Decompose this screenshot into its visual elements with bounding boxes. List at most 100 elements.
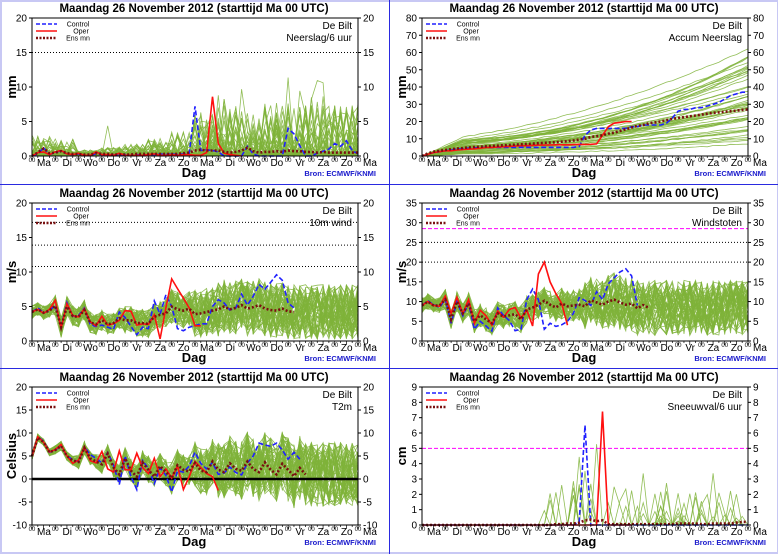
x-day-label: Ma [37, 343, 51, 354]
x-day-label: Wo [473, 158, 488, 169]
legend-label: Oper [463, 398, 479, 405]
y-tick-label-right: 2 [753, 490, 759, 501]
y-tick-label-right: 10 [753, 297, 765, 308]
x-hour-label: 00 [238, 527, 245, 533]
panel-divider-horizontal-2 [0, 368, 778, 369]
y-tick-label-right: 40 [753, 83, 765, 94]
x-day-label: Vr [132, 158, 142, 169]
ensemble-members [32, 279, 358, 339]
y-tick-label-right: 5 [363, 117, 369, 128]
y-tick-label-left: 30 [406, 100, 418, 111]
x-hour-label: 00 [745, 527, 752, 533]
y-tick-label-left: 60 [406, 48, 418, 59]
x-day-label: Do [660, 158, 673, 169]
x-day-label: Za [708, 158, 720, 169]
x-day-label: Di [616, 158, 625, 169]
x-hour-label: 00 [582, 343, 589, 349]
x-day-label: Za [708, 343, 720, 354]
x-hour-label: 00 [215, 527, 222, 533]
x-day-label: Zo [341, 343, 353, 354]
x-day-label: Di [63, 527, 72, 538]
x-day-label: Di [616, 343, 625, 354]
x-hour-label: 00 [698, 158, 705, 164]
y-tick-label-left: 15 [16, 48, 28, 59]
y-axis-label: Celsius [4, 433, 19, 479]
x-hour-label: 00 [215, 343, 222, 349]
panel-neerslag: Maandag 26 November 2012 (starttijd Ma 0… [0, 0, 389, 184]
y-tick-label-left: 0 [411, 521, 417, 532]
x-day-label: Za [708, 527, 720, 538]
x-day-label: Zo [341, 158, 353, 169]
x-hour-label: 00 [52, 527, 59, 533]
y-tick-label-left: 2 [411, 490, 417, 501]
x-day-label: Do [497, 158, 510, 169]
x-axis-label: Dag [182, 534, 207, 549]
y-tick-label-right: 10 [363, 83, 375, 94]
y-tick-label-right: 20 [363, 199, 375, 210]
station-label: De Bilt [323, 390, 353, 401]
x-hour-label: 00 [675, 527, 682, 533]
x-day-label: Wo [83, 158, 98, 169]
x-hour-label: 00 [512, 343, 519, 349]
x-hour-label: 00 [192, 343, 199, 349]
y-axis-label: mm [394, 75, 409, 98]
legend-label: Ens mn [66, 221, 90, 228]
x-hour-label: 00 [605, 527, 612, 533]
y-tick-label-left: 70 [406, 31, 418, 42]
x-hour-label: 00 [489, 158, 496, 164]
panel-windstoten: Maandag 26 November 2012 (starttijd Ma 0… [390, 185, 778, 369]
y-tick-label-right: 15 [363, 48, 375, 59]
y-axis-label: m/s [4, 261, 19, 283]
x-hour-label: 00 [308, 527, 315, 533]
legend-label: Oper [73, 29, 89, 36]
x-axis-label: Dag [572, 350, 597, 365]
x-day-label: Wo [473, 343, 488, 354]
x-hour-label: 00 [145, 527, 152, 533]
y-tick-label-right: 30 [753, 218, 765, 229]
legend-label: Oper [73, 398, 89, 405]
x-hour-label: 00 [122, 343, 129, 349]
x-day-label: Di [453, 343, 462, 354]
x-axis-label: Dag [182, 350, 207, 365]
y-tick-label-right: 7 [753, 413, 759, 424]
x-day-label: Do [497, 343, 510, 354]
variable-label: Sneeuwval/6 uur [668, 402, 743, 413]
y-tick-label-left: 15 [16, 406, 28, 417]
x-hour-label: 00 [285, 158, 292, 164]
y-tick-label-right: 15 [753, 277, 765, 288]
chart-title: Maandag 26 November 2012 (starttijd Ma 0… [449, 372, 718, 384]
x-day-label: Do [107, 158, 120, 169]
ensemble-members [32, 432, 358, 508]
x-hour-label: 00 [99, 343, 106, 349]
chart-sneeuwval: Maandag 26 November 2012 (starttijd Ma 0… [390, 369, 778, 554]
legend-label: Control [457, 391, 480, 398]
legend-label: Control [457, 22, 480, 29]
y-tick-label-right: 20 [363, 14, 375, 25]
x-day-label: Za [318, 343, 330, 354]
y-tick-label-left: 5 [21, 452, 27, 463]
x-hour-label: 00 [558, 158, 565, 164]
y-tick-label-right: 30 [753, 100, 765, 111]
variable-label: 10m wind [309, 218, 352, 229]
y-tick-label-right: 5 [753, 444, 759, 455]
x-hour-label: 00 [605, 158, 612, 164]
y-tick-label-right: 15 [363, 233, 375, 244]
x-day-label: Vr [522, 158, 532, 169]
y-tick-label-right: 35 [753, 199, 765, 210]
y-tick-label-left: 50 [406, 65, 418, 76]
chart-t2m: Maandag 26 November 2012 (starttijd Ma 0… [0, 369, 389, 554]
x-hour-label: 00 [512, 158, 519, 164]
legend-label: Oper [463, 29, 479, 36]
x-hour-label: 00 [721, 343, 728, 349]
x-day-label: Do [270, 158, 283, 169]
x-axis-label: Dag [572, 165, 597, 180]
x-hour-label: 00 [489, 343, 496, 349]
x-day-label: Do [497, 527, 510, 538]
x-day-label: Ma [363, 527, 377, 538]
ensemble-members [422, 444, 748, 525]
x-hour-label: 00 [465, 158, 472, 164]
panel-divider-vertical [389, 0, 390, 554]
x-hour-label: 00 [355, 527, 362, 533]
